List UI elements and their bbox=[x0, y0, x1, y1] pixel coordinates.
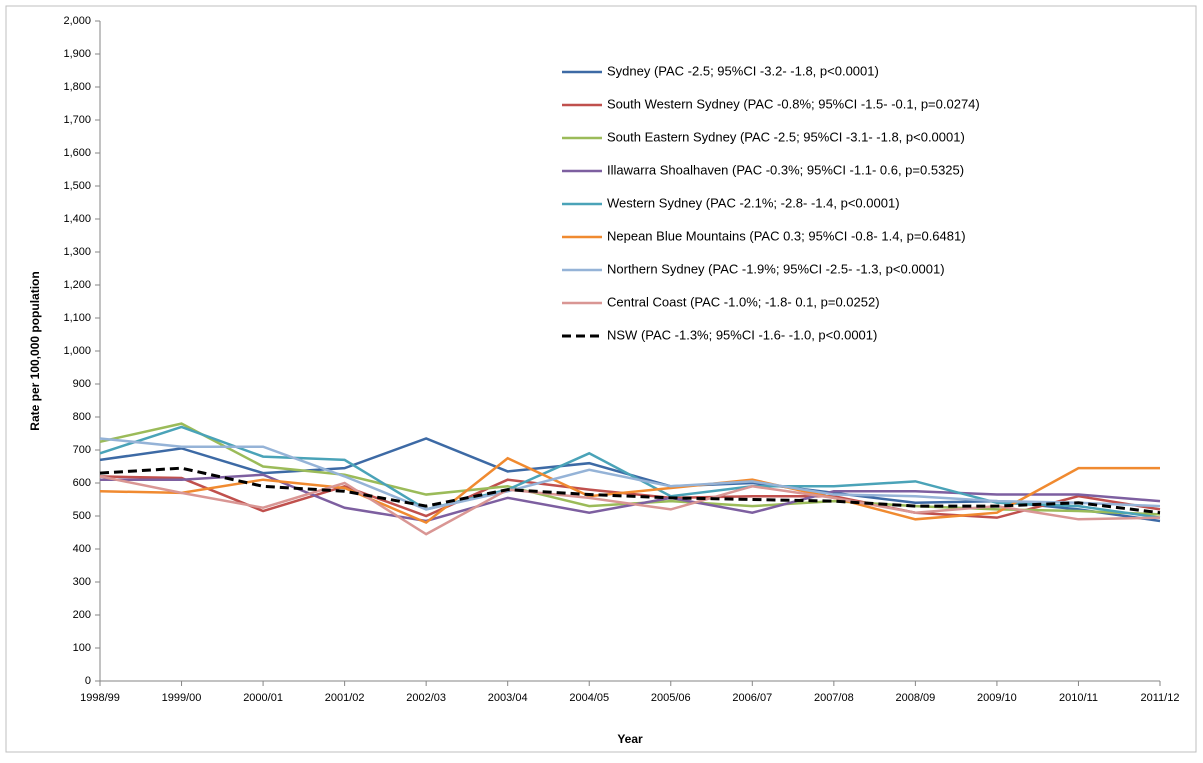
x-tick-label: 2010/11 bbox=[1059, 692, 1098, 704]
series-line bbox=[99, 437, 1161, 511]
y-tick-label: 1,800 bbox=[63, 81, 91, 93]
x-tick-label: 1998/99 bbox=[80, 692, 120, 704]
y-tick-label: 1,600 bbox=[63, 147, 91, 159]
y-tick-label: 1,500 bbox=[63, 180, 91, 192]
y-tick-label: 1,300 bbox=[63, 246, 91, 258]
y-tick-label: 600 bbox=[73, 477, 91, 489]
y-tick-label: 2,000 bbox=[63, 15, 91, 27]
x-tick-label: 2006/07 bbox=[732, 692, 772, 704]
chart-border bbox=[5, 5, 1197, 753]
x-tick-label: 2003/04 bbox=[488, 692, 528, 704]
y-axis-label: Rate per 100,000 population bbox=[28, 271, 42, 430]
y-tick-label: 1,200 bbox=[63, 279, 91, 291]
series-line bbox=[99, 466, 1161, 515]
y-tick-label: 200 bbox=[73, 609, 91, 621]
y-tick-label: 1,100 bbox=[63, 312, 91, 324]
legend-label: South Eastern Sydney (PAC -2.5; 95%CI -3… bbox=[607, 129, 965, 144]
y-tick-label: 1,700 bbox=[63, 114, 91, 126]
y-tick-label: 500 bbox=[73, 510, 91, 522]
y-tick-label: 900 bbox=[73, 378, 91, 390]
y-tick-label: 100 bbox=[73, 642, 91, 654]
legend-label: Western Sydney (PAC -2.1%; -2.8- -1.4, p… bbox=[607, 195, 900, 210]
x-axis-label: Year bbox=[617, 732, 643, 746]
x-tick-label: 2007/08 bbox=[814, 692, 854, 704]
x-tick-label: 2004/05 bbox=[569, 692, 609, 704]
y-tick-label: 800 bbox=[73, 411, 91, 423]
legend-label: NSW (PAC -1.3%; 95%CI -1.6- -1.0, p<0.00… bbox=[607, 327, 877, 342]
x-tick-label: 2011/12 bbox=[1141, 692, 1180, 704]
legend-label: Northern Sydney (PAC -1.9%; 95%CI -2.5- … bbox=[607, 261, 945, 276]
x-tick-label: 2001/02 bbox=[325, 692, 365, 704]
y-tick-label: 400 bbox=[73, 543, 91, 555]
x-tick-label: 2008/09 bbox=[896, 692, 936, 704]
y-tick-label: 700 bbox=[73, 444, 91, 456]
series-line bbox=[99, 456, 1160, 525]
legend-label: Central Coast (PAC -1.0%; -1.8- 0.1, p=0… bbox=[607, 294, 880, 309]
x-tick-label: 1999/00 bbox=[162, 692, 202, 704]
legend-label: Illawarra Shoalhaven (PAC -0.3%; 95%CI -… bbox=[607, 162, 964, 177]
y-tick-label: 0 bbox=[85, 675, 91, 687]
x-tick-label: 2005/06 bbox=[651, 692, 691, 704]
series-line bbox=[99, 475, 1161, 519]
legend-label: South Western Sydney (PAC -0.8%; 95%CI -… bbox=[607, 96, 980, 111]
x-tick-label: 2009/10 bbox=[977, 692, 1017, 704]
y-tick-label: 1,900 bbox=[63, 48, 91, 60]
legend-label: Sydney (PAC -2.5; 95%CI -3.2- -1.8, p<0.… bbox=[607, 63, 879, 78]
y-tick-label: 1,400 bbox=[63, 213, 91, 225]
legend-label: Nepean Blue Mountains (PAC 0.3; 95%CI -0… bbox=[607, 228, 966, 243]
x-tick-label: 2002/03 bbox=[406, 692, 446, 704]
y-tick-label: 300 bbox=[73, 576, 91, 588]
x-tick-label: 2000/01 bbox=[243, 692, 283, 704]
y-tick-label: 1,000 bbox=[63, 345, 91, 357]
